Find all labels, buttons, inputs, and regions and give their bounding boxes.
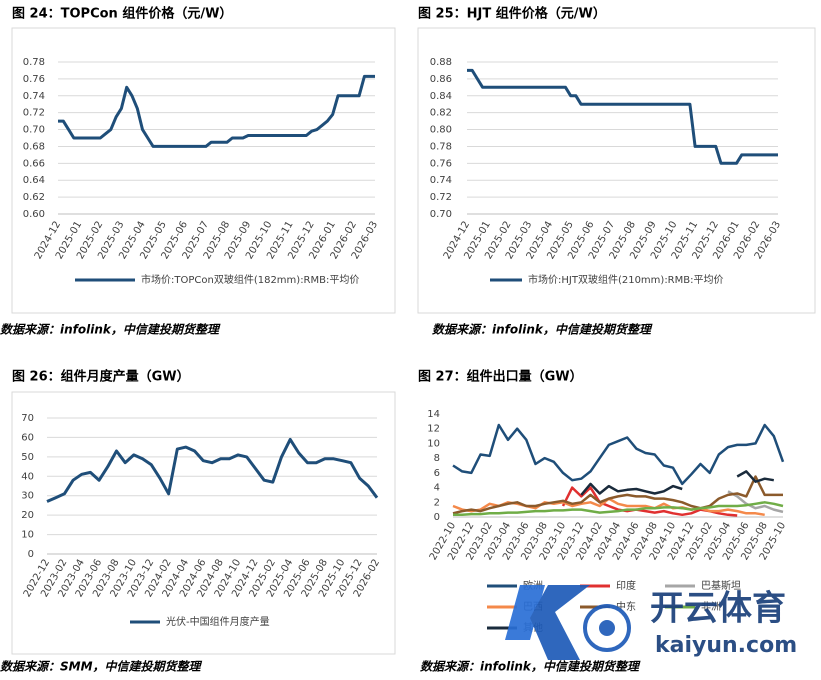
legend-label: 光伏-中国组件月度产量 — [166, 615, 270, 628]
legend-label: 非洲 — [701, 601, 721, 613]
y-tick-label: 0.84 — [430, 91, 452, 102]
watermark-name: 开云体育 — [650, 589, 786, 629]
y-tick-label: 0 — [28, 549, 34, 560]
y-tick-label: 0.72 — [430, 192, 452, 203]
chart-title: 图 25：HJT 组件价格（元/W） — [418, 6, 606, 22]
y-tick-label: 0.74 — [23, 91, 45, 102]
legend-label: 印度 — [616, 579, 636, 592]
legend-label: 巴基斯坦 — [701, 579, 741, 592]
series-line — [727, 490, 784, 514]
y-tick-label: 0.74 — [430, 175, 452, 186]
y-tick-label: 0 — [434, 512, 440, 523]
series-line — [453, 501, 784, 517]
y-tick-label: 4 — [434, 483, 440, 494]
y-tick-label: 0.60 — [23, 209, 45, 220]
chart-source: 数据来源：infolink，中信建投期货整理 — [432, 323, 653, 337]
y-tick-label: 12 — [427, 424, 440, 435]
chart-frame — [11, 391, 396, 655]
y-tick-label: 8 — [434, 453, 440, 464]
y-tick-label: 30 — [21, 491, 34, 502]
y-tick-label: 0.62 — [23, 192, 45, 203]
y-tick-label: 0.66 — [23, 158, 45, 169]
y-tick-label: 10 — [21, 530, 34, 541]
y-tick-label: 0.70 — [23, 125, 45, 136]
y-tick-label: 0.76 — [430, 158, 452, 169]
y-tick-label: 2 — [434, 497, 440, 508]
chart-frame — [11, 27, 396, 314]
logo-ball-center — [599, 620, 615, 636]
y-tick-label: 0.88 — [430, 57, 452, 68]
y-tick-label: 0.76 — [23, 74, 45, 85]
chart-source: 数据来源：infolink，中信建投期货整理 — [420, 660, 641, 674]
y-tick-label: 10 — [427, 438, 440, 449]
y-tick-label: 0.78 — [23, 57, 45, 68]
logo-bar — [505, 585, 545, 640]
legend-label: 市场价:TOPCon双玻组件(182mm):RMB:平均价 — [141, 273, 359, 286]
y-tick-label: 70 — [21, 413, 34, 424]
y-tick-label: 50 — [21, 452, 34, 463]
y-tick-label: 0.82 — [430, 108, 452, 119]
chart-title: 图 26：组件月度产量（GW） — [12, 369, 190, 385]
series-line — [580, 470, 775, 496]
y-tick-label: 0.68 — [23, 141, 45, 152]
chart-source: 数据来源：SMM，中信建投期货整理 — [0, 660, 203, 674]
logo-k — [530, 585, 590, 660]
chart-title: 图 27：组件出口量（GW） — [418, 369, 583, 385]
y-tick-label: 0.80 — [430, 125, 452, 136]
series-line — [467, 68, 778, 165]
y-tick-label: 0.86 — [430, 74, 452, 85]
y-tick-label: 0.70 — [430, 209, 452, 220]
watermark: 开云体育 kaiyun.com — [505, 585, 797, 660]
watermark-domain: kaiyun.com — [655, 633, 797, 658]
y-tick-label: 0.78 — [430, 141, 452, 152]
y-tick-label: 40 — [21, 471, 34, 482]
chart-frame — [417, 27, 816, 314]
y-tick-label: 20 — [21, 510, 34, 521]
y-tick-label: 14 — [427, 409, 440, 420]
y-tick-label: 60 — [21, 432, 34, 443]
series-line — [452, 475, 783, 515]
y-tick-label: 0.64 — [23, 175, 45, 186]
y-tick-label: 0.72 — [23, 108, 45, 119]
y-tick-label: 6 — [434, 468, 440, 479]
series-line — [46, 437, 379, 503]
chart-title: 图 24：TOPCon 组件价格（元/W） — [12, 6, 232, 22]
legend-label: 市场价:HJT双玻组件(210mm):RMB:平均价 — [528, 273, 724, 286]
series-line — [58, 74, 375, 148]
series-line — [452, 423, 785, 486]
chart-source: 数据来源：infolink，中信建投期货整理 — [0, 323, 221, 337]
